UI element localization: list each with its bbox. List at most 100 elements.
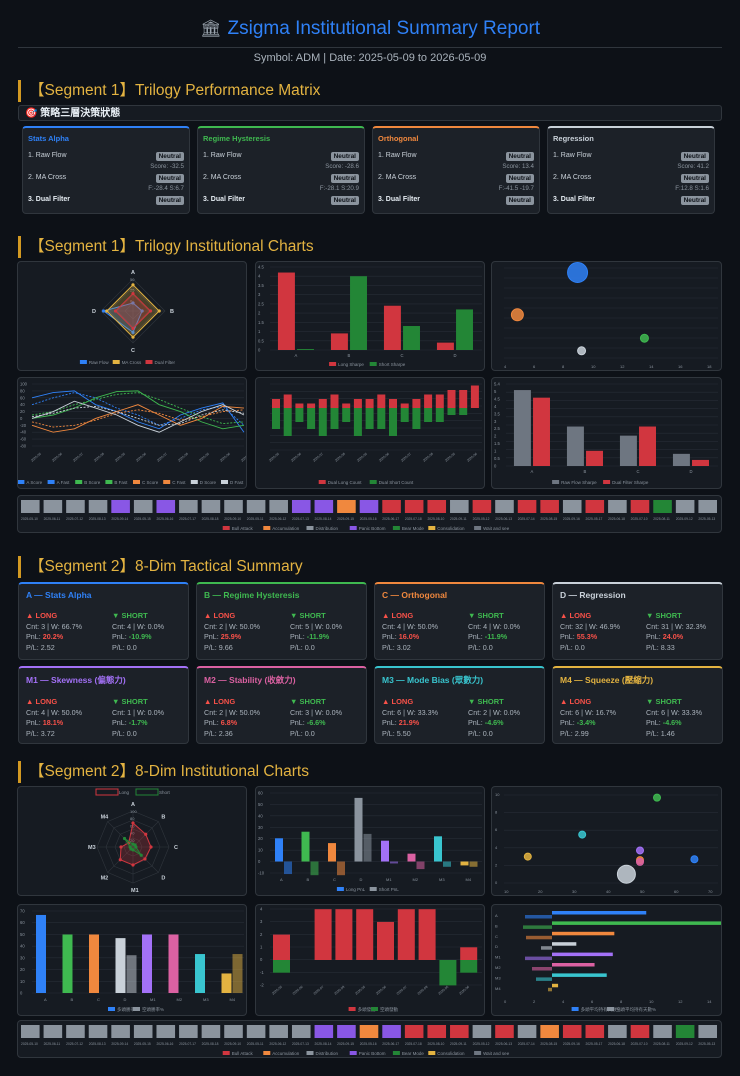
- long-header: ▲ LONG: [26, 697, 58, 706]
- bar-short-days: [526, 935, 552, 940]
- bar-long-days: [552, 931, 615, 936]
- matrix-row: 2. MA Cross Neutral: [378, 174, 534, 185]
- pnl-bar-chart-2-svg: 60 50 40 30 20 10 0 -10 A B C D M1 M2 M3 M4 Long PnL Shor…: [258, 791, 482, 892]
- legend-swatch: [371, 1007, 378, 1011]
- x-tick: 2025-09-11: [450, 517, 467, 521]
- x-tick: 2025-09-10: [224, 517, 241, 521]
- tactical-card: A — Stats Alpha ▲ LONG Cnt: 3 | W: 66.7% Pn…: [18, 582, 189, 660]
- radar-point: [122, 836, 127, 841]
- strategy-state-bar: 🎯 策略三層決策狀態: [18, 105, 722, 121]
- legend-label: C Fast: [172, 480, 186, 485]
- bar-short-days: [536, 977, 552, 981]
- radar-axis-label: M3: [88, 845, 96, 851]
- pnl-label: PnL:: [290, 632, 307, 641]
- bar-long: [342, 403, 351, 408]
- x-tick: 2025-05-17: [586, 1042, 603, 1046]
- x-tick: 2025-05: [114, 452, 126, 463]
- radar-point: [105, 309, 109, 313]
- matrix-row-name: 3. Dual Filter: [203, 196, 246, 203]
- bar: [403, 326, 420, 350]
- y-tick: 3.5: [494, 411, 500, 416]
- x-tick: 2025-09-10: [224, 1042, 241, 1046]
- x-tick: 2025-05-12: [473, 1042, 490, 1046]
- x-tick: 8: [620, 999, 623, 1004]
- scatter-chart-1: 4 6 8 10 12 14 16 18: [491, 261, 722, 371]
- count-win-rate: Cnt: 2 | W: 50.0%: [204, 621, 261, 631]
- regime-strip-1: 2025-05-10 2025-06-11 2025-07-12 2025-08-13…: [17, 495, 722, 533]
- x-tick: 2025-08-11: [653, 1042, 670, 1046]
- y-tick: 100: [20, 382, 28, 387]
- tactical-card-title: M2 — Stability (收斂力): [204, 675, 296, 685]
- bar-short-days: [541, 946, 552, 950]
- matrix-row-name: 3. Dual Filter: [28, 196, 71, 203]
- legend-label: Bull Attack: [232, 1051, 254, 1056]
- x-tick: 2025-07-14: [518, 517, 535, 521]
- x-tick: 2025-05-10: [21, 1042, 38, 1046]
- legend-label: Short: [159, 790, 171, 795]
- x-tick: 2025-09-11: [450, 1042, 467, 1046]
- bar-long: [365, 399, 374, 408]
- y-tick: C: [495, 934, 498, 939]
- regime-cell: [359, 1025, 379, 1038]
- y-tick: 1.5: [494, 441, 500, 446]
- bar-long: [435, 394, 444, 408]
- x-tick: 20: [538, 889, 543, 894]
- profit-factor: P/L: 0.0: [468, 642, 493, 652]
- y-tick: 0: [20, 416, 23, 421]
- regime-cell: [21, 500, 40, 513]
- legend-swatch: [135, 788, 159, 796]
- holding-days-chart-2-svg: AB CD M1 M2 M3 M4 0 2 4 6 8 10 12 14 多頭平均持有天數%空頭平均持有天數…: [495, 911, 721, 1013]
- profit-factor: P/L: 2.52: [26, 642, 55, 652]
- count-win-rate: Cnt: 32 | W: 46.9%: [560, 621, 621, 631]
- matrix-row-score: [28, 207, 184, 211]
- regime-cell: [337, 1025, 356, 1038]
- x-tick: M4: [230, 997, 236, 1002]
- pnl-value: -11.9%: [484, 632, 508, 641]
- count-win-rate: Cnt: 3 | W: 0.0%: [290, 707, 343, 717]
- y-tick: 2.5: [494, 426, 500, 431]
- profit-factor: P/L: 0.0: [560, 642, 585, 652]
- x-tick: 6: [591, 999, 594, 1004]
- profit-factor: P/L: 0.0: [468, 728, 493, 738]
- legend-label: Accumulation: [272, 526, 300, 531]
- y-tick: -20: [20, 423, 27, 428]
- x-tick: B: [71, 997, 74, 1002]
- count-win-rate: Cnt: 2 | W: 0.0%: [468, 707, 521, 717]
- matrix-row: 3. Dual Filter Neutral: [28, 196, 184, 207]
- matrix-row: 1. Raw Flow Neutral: [28, 152, 184, 163]
- regime-cell: [698, 1025, 717, 1038]
- bar-short: [424, 408, 433, 422]
- x-tick: 30: [572, 889, 577, 894]
- y-tick: 0: [20, 991, 23, 996]
- profit-factor: P/L: 1.46: [646, 728, 675, 738]
- bar-long: [356, 909, 374, 960]
- legend-label: B Score: [84, 480, 101, 485]
- profit-factor: P/L: 2.36: [204, 728, 233, 738]
- legend-label: Wait and see: [483, 1051, 510, 1056]
- radar-point: [101, 309, 106, 313]
- y-tick: -2: [260, 983, 264, 988]
- short-header: ▼ SHORT: [646, 697, 682, 706]
- bar-long-win: [195, 954, 205, 993]
- regime-cell: [495, 1025, 514, 1038]
- legend-swatch: [306, 1051, 314, 1055]
- y-tick: 10: [258, 848, 263, 853]
- regime-cell: [427, 500, 447, 513]
- line-series-a-fast: [31, 392, 245, 426]
- bar-short: [295, 408, 304, 422]
- matrix-row-name: 3. Dual Filter: [553, 196, 596, 203]
- y-tick: 6: [495, 827, 498, 832]
- bar-short-pnl: [284, 861, 292, 875]
- radar-chart-1-svg: A B C D 50 25 0 Raw Flow MA Cross Dual Filter: [79, 270, 176, 365]
- x-tick: 2025-06: [378, 452, 390, 463]
- radar-axis-label: M4: [101, 815, 110, 821]
- x-tick: 2025-08-15: [540, 1042, 557, 1046]
- x-tick: 12: [678, 999, 683, 1004]
- regime-cell: [156, 1025, 176, 1038]
- count-win-rate: Cnt: 31 | W: 32.3%: [646, 621, 707, 631]
- x-tick: C: [401, 353, 404, 358]
- status-badge: Neutral: [330, 196, 359, 205]
- count-win-rate: Cnt: 1 | W: 0.0%: [112, 707, 165, 717]
- legend-label: D Score: [200, 480, 217, 485]
